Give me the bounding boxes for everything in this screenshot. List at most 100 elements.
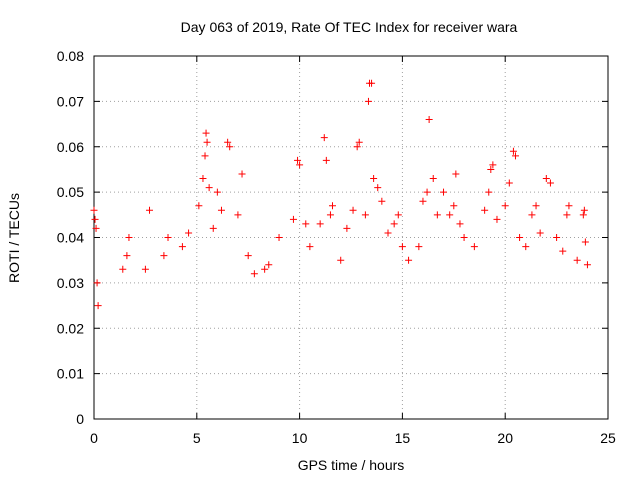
y-tick-labels: 0 0.01 0.02 0.03 0.04 0.05 0.06 0.07 0.08 — [57, 48, 84, 427]
y-tick-label: 0.08 — [57, 48, 84, 64]
data-point — [353, 143, 361, 151]
data-point — [234, 211, 242, 219]
data-point — [185, 229, 193, 237]
data-point — [306, 243, 314, 251]
data-point — [119, 265, 127, 273]
y-tick-label: 0.06 — [57, 139, 84, 155]
data-points — [90, 79, 591, 310]
data-point — [470, 243, 478, 251]
data-point — [94, 302, 102, 310]
data-point — [164, 234, 172, 241]
data-point — [394, 211, 402, 219]
data-point — [425, 116, 433, 124]
data-point — [511, 152, 519, 160]
data-point — [516, 234, 524, 241]
data-point — [481, 206, 489, 214]
data-point — [316, 220, 324, 228]
x-tick-label: 5 — [193, 430, 201, 446]
data-point — [565, 202, 573, 210]
data-point — [294, 156, 302, 164]
data-point — [328, 202, 336, 210]
data-point — [160, 252, 168, 260]
data-point — [583, 261, 591, 269]
data-point — [226, 143, 234, 151]
data-point — [485, 188, 493, 196]
data-point — [546, 179, 554, 187]
data-point — [217, 206, 225, 214]
data-point — [423, 188, 431, 196]
data-point — [452, 170, 460, 178]
data-point — [446, 211, 454, 219]
y-axis-label: ROTI / TECUs — [6, 193, 22, 283]
data-point — [355, 138, 363, 146]
data-point — [205, 184, 213, 192]
data-point — [125, 234, 133, 241]
data-point — [201, 152, 209, 160]
data-point — [261, 265, 269, 273]
data-point — [250, 270, 258, 278]
data-point — [581, 238, 589, 246]
data-point — [374, 184, 382, 192]
y-tick-label: 0.07 — [57, 93, 84, 109]
data-point — [337, 256, 345, 264]
data-point — [93, 279, 101, 287]
data-point — [368, 79, 376, 87]
data-point — [378, 197, 386, 205]
data-point — [493, 215, 501, 223]
y-tick-label: 0.02 — [57, 320, 84, 336]
data-point — [349, 206, 357, 214]
data-point — [542, 175, 550, 183]
data-point — [343, 224, 351, 232]
data-point — [91, 215, 99, 223]
data-point — [92, 224, 100, 232]
data-point — [320, 134, 328, 142]
data-point — [364, 97, 372, 105]
data-point — [573, 256, 581, 264]
data-point — [415, 243, 423, 251]
data-point — [195, 202, 203, 210]
data-point — [326, 211, 334, 219]
data-point — [361, 211, 369, 219]
data-point — [528, 211, 536, 219]
x-tick-labels: 0 5 10 15 20 25 — [90, 430, 616, 446]
data-point — [203, 138, 211, 146]
data-point — [146, 206, 154, 214]
y-tick-label: 0.03 — [57, 275, 84, 291]
data-point — [532, 202, 540, 210]
data-point — [456, 220, 464, 228]
data-point — [384, 229, 392, 237]
data-point — [460, 234, 468, 241]
x-axis-label: GPS time / hours — [298, 457, 405, 473]
data-point — [289, 215, 297, 223]
data-point — [244, 252, 252, 260]
x-tick-label: 0 — [90, 430, 98, 446]
data-point — [450, 202, 458, 210]
data-point — [501, 202, 509, 210]
data-point — [141, 265, 149, 273]
data-point — [238, 170, 246, 178]
data-point — [505, 179, 513, 187]
data-point — [202, 129, 210, 137]
data-point — [489, 161, 497, 169]
data-point — [322, 156, 330, 164]
y-tick-label: 0 — [76, 411, 84, 427]
y-tick-label: 0.05 — [57, 184, 84, 200]
data-point — [553, 234, 561, 241]
data-point — [209, 224, 217, 232]
data-point — [580, 206, 588, 214]
data-point — [440, 188, 448, 196]
data-point — [405, 256, 413, 264]
data-point — [302, 220, 310, 228]
data-point — [559, 247, 567, 255]
data-point — [579, 211, 587, 219]
data-point — [398, 243, 406, 251]
y-tick-label: 0.04 — [57, 230, 84, 246]
data-point — [370, 175, 378, 183]
data-point — [123, 252, 131, 260]
data-point — [419, 197, 427, 205]
data-point — [178, 243, 186, 251]
data-point — [275, 234, 283, 241]
x-tick-label: 25 — [600, 430, 616, 446]
y-tick-label: 0.01 — [57, 366, 84, 382]
